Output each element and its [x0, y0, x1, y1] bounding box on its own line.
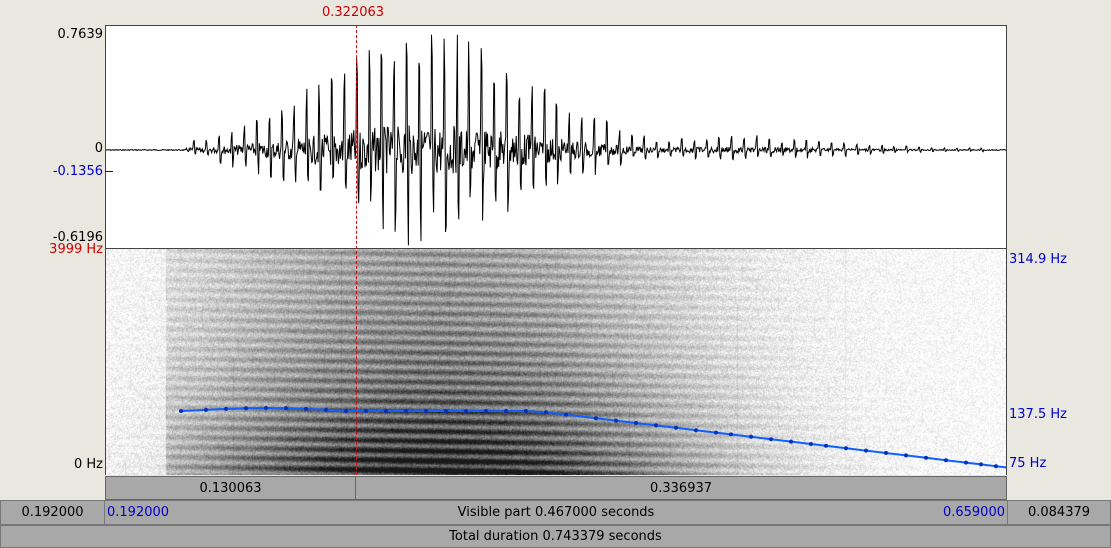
total-duration-bar[interactable]: Total duration 0.743379 seconds — [0, 525, 1111, 548]
visible-right-outside-value: 0.084379 — [1027, 505, 1091, 520]
selection-left-segment[interactable]: 0.130063 — [105, 476, 356, 500]
visible-part-bar[interactable]: 0.192000 Visible part 0.467000 seconds 0… — [104, 500, 1008, 525]
cursor-line[interactable] — [356, 25, 357, 500]
pitch-top-label: 314.9 Hz — [1009, 252, 1067, 267]
selection-left-duration: 0.130063 — [199, 480, 262, 496]
cursor-value-tick — [105, 171, 113, 172]
waveform-trace — [106, 34, 1006, 246]
visible-end-time: 0.659000 — [942, 505, 1005, 520]
visible-part-label: Visible part 0.467000 seconds — [457, 505, 655, 520]
visible-left-outside-button[interactable]: 0.192000 — [0, 500, 105, 525]
visible-right-outside-button[interactable]: 0.084379 — [1007, 500, 1111, 525]
pitch-bottom-label: 75 Hz — [1009, 456, 1047, 471]
spectrogram-panel[interactable] — [105, 249, 1007, 475]
total-duration-label: Total duration 0.743379 seconds — [449, 529, 662, 544]
waveform-min-label: -0.6196 — [52, 230, 103, 245]
pitch-contour — [179, 406, 1006, 469]
spectrogram-image — [106, 249, 1006, 475]
visible-start-time: 0.192000 — [107, 505, 170, 520]
spectrogram-top-freq-label: 3999 Hz — [49, 242, 103, 257]
waveform-zero-label: 0 — [94, 141, 103, 156]
spectrogram-bottom-freq-label: 0 Hz — [73, 457, 103, 472]
waveform-max-label: 0.7639 — [57, 27, 104, 42]
waveform-cursor-value-label: -0.1356 — [52, 164, 103, 179]
selection-right-duration: 0.336937 — [649, 480, 713, 496]
pitch-mid-label: 137.5 Hz — [1009, 407, 1067, 422]
visible-left-outside-value: 0.192000 — [21, 505, 84, 520]
waveform-panel[interactable] — [105, 25, 1007, 249]
selection-right-segment[interactable]: 0.336937 — [355, 476, 1007, 500]
cursor-time-label: 0.322063 — [322, 5, 385, 20]
